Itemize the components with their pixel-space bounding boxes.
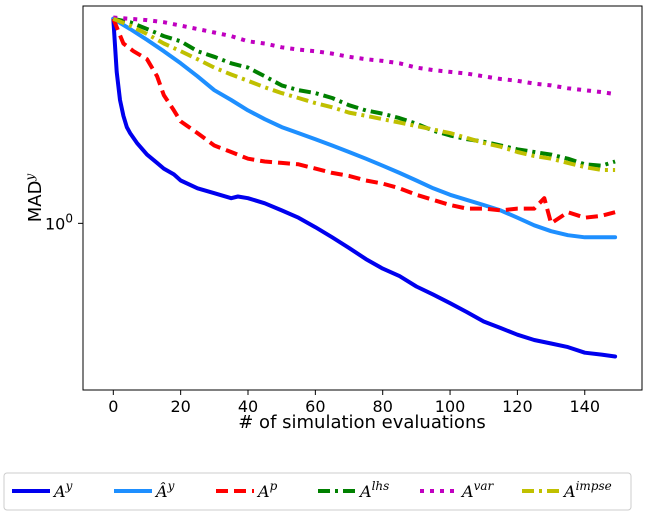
series-line-0 bbox=[111, 16, 618, 359]
series-line-2 bbox=[111, 18, 616, 226]
legend-label-0: Ay bbox=[52, 479, 73, 501]
legend-label-4: Avar bbox=[460, 479, 494, 501]
legend-frame bbox=[3, 472, 632, 511]
x-tick-label: 80 bbox=[373, 397, 393, 416]
legend-label-5: Aimpse bbox=[562, 479, 612, 501]
y-axis-title-superscript: y bbox=[23, 174, 37, 182]
plot-frame bbox=[82, 5, 643, 391]
x-tick-label: 20 bbox=[170, 397, 190, 416]
x-axis: 0 20 40 60 80 100 120 140 bbox=[108, 390, 600, 416]
y-tick-label: 100 bbox=[45, 211, 73, 233]
legend-label-1: Ây bbox=[154, 479, 175, 501]
y-tick-base: 10 bbox=[45, 214, 65, 233]
x-tick-label: 0 bbox=[108, 397, 118, 416]
legend: Ay Ây Ap Alhs Avar Aimpse bbox=[3, 472, 632, 511]
x-tick-label: 60 bbox=[305, 397, 325, 416]
y-tick-exponent: 0 bbox=[65, 211, 73, 225]
x-tick-label: 120 bbox=[502, 397, 533, 416]
y-axis-title-base: MAD bbox=[25, 181, 46, 223]
y-axis-title: MADy bbox=[23, 174, 46, 223]
series-line-1 bbox=[111, 16, 618, 240]
series-line-5 bbox=[112, 16, 616, 172]
x-tick-label: 140 bbox=[569, 397, 600, 416]
legend-label-3: Alhs bbox=[358, 479, 389, 501]
series-line-3 bbox=[112, 16, 616, 168]
x-axis-title: # of simulation evaluations bbox=[238, 412, 485, 433]
x-tick-label: 100 bbox=[435, 397, 466, 416]
plot-lines bbox=[111, 15, 618, 359]
y-axis: 100 bbox=[45, 211, 83, 233]
legend-label-2: Ap bbox=[256, 479, 278, 501]
x-tick-label: 40 bbox=[238, 397, 258, 416]
